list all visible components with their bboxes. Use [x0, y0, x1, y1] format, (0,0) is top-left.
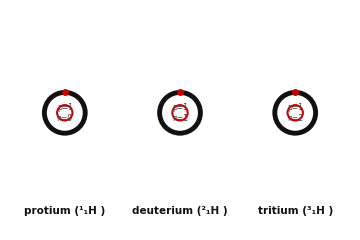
Text: p=1
n=1: p=1 n=1	[172, 103, 188, 123]
Text: protium (¹₁H ): protium (¹₁H )	[24, 206, 105, 216]
Text: p=1
n=0: p=1 n=0	[57, 103, 73, 123]
Text: p=1
n=2: p=1 n=2	[287, 103, 303, 123]
Text: deuterium (²₁H ): deuterium (²₁H )	[132, 206, 228, 216]
Text: tritium (³₁H ): tritium (³₁H )	[257, 206, 333, 216]
